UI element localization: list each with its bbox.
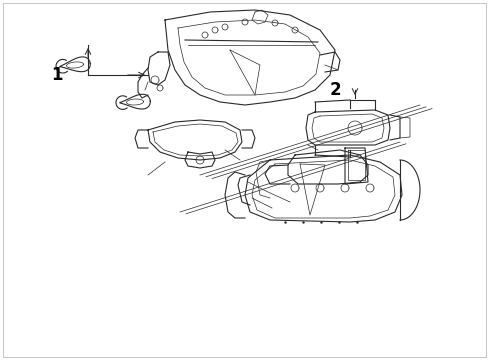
Text: 1: 1	[51, 66, 62, 84]
Text: 2: 2	[328, 81, 340, 99]
